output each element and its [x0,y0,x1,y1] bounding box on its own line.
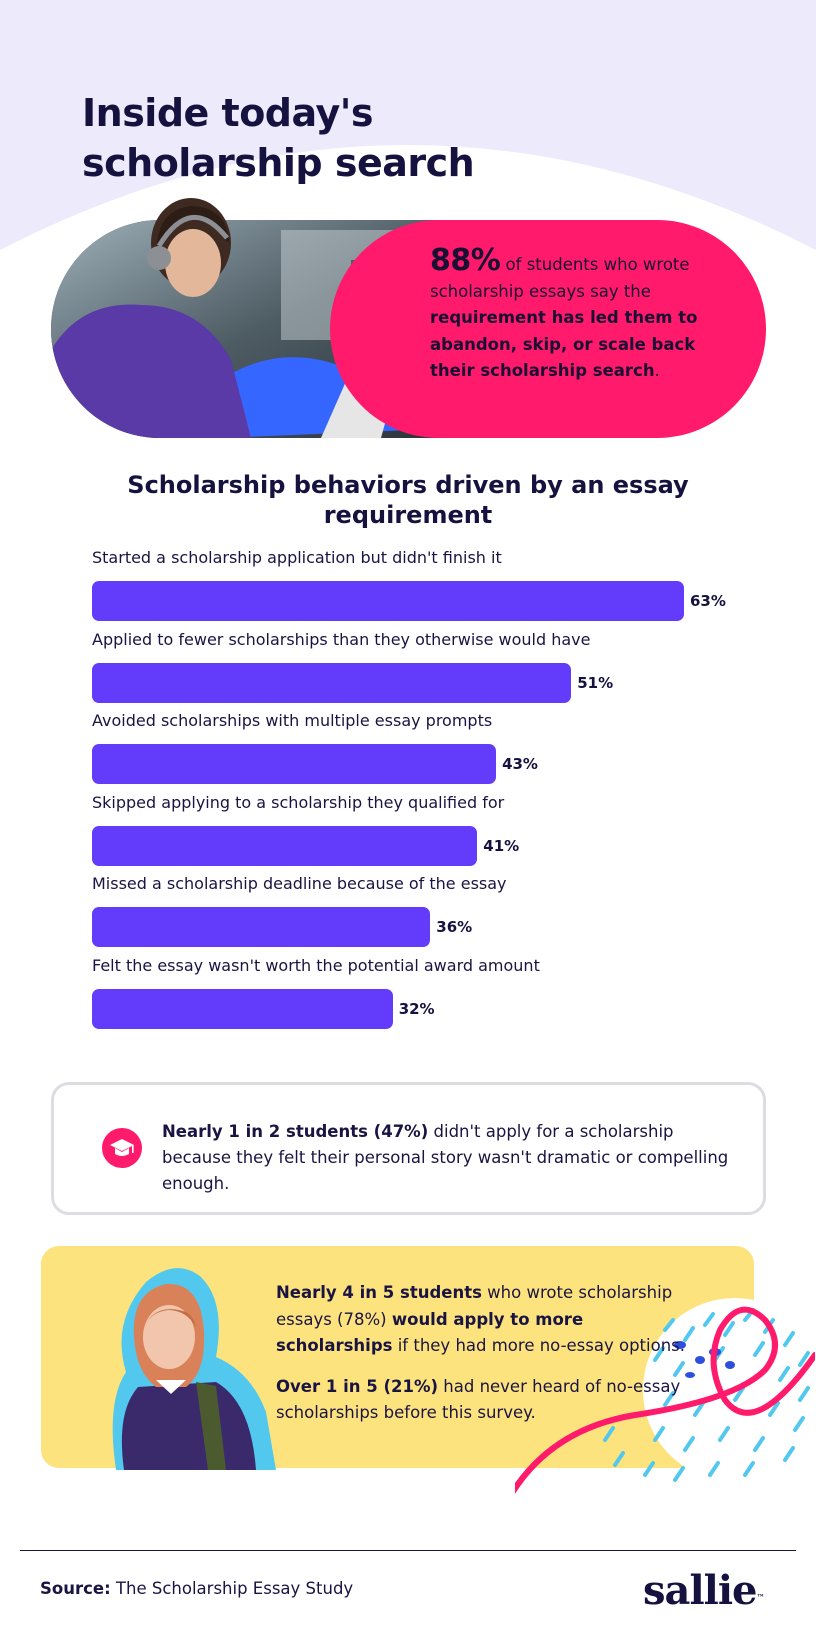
highlight-body: had never heard of no-essay scholarships… [276,1376,681,1423]
bar [92,662,572,703]
bar-category-label: Missed a scholarship deadline because of… [92,874,507,893]
bar-value-label: 41% [483,836,520,855]
bar-value-label: 51% [577,673,614,692]
hero-section: 88% of students who wrote scholarship es… [51,198,766,438]
bar-row: Started a scholarship application but di… [92,548,772,628]
callout-text: Nearly 1 in 2 students (47%) didn't appl… [162,1119,742,1197]
highlight-body: if they had more no-essay options. [392,1336,686,1355]
highlight-bold: Over 1 in 5 (21%) [276,1376,439,1396]
bar [92,581,684,621]
highlight-text: Nearly 4 in 5 students who wrote scholar… [276,1280,696,1441]
bar-category-label: Felt the essay wasn't worth the potentia… [92,955,540,975]
bar-row: Felt the essay wasn't worth the potentia… [92,956,772,1036]
callout-bold: Nearly 1 in 2 students (47%) [162,1122,429,1141]
bar-value-label: 32% [398,999,435,1018]
bar-row: Skipped applying to a scholarship they q… [92,793,772,873]
bar [92,988,393,1029]
hero-stat-value: 88% [430,243,501,278]
bar [92,744,497,784]
highlight-bold: would apply to more scholarships [276,1309,584,1356]
hero-stat-pill: 88% of students who wrote scholarship es… [330,220,766,438]
callout-body: didn't apply for a scholarship because t… [162,1122,729,1193]
hero-text-bold: requirement has led them to abandon, ski… [430,308,698,380]
graduation-cap-icon [102,1128,142,1168]
bar-category-label: Skipped applying to a scholarship they q… [92,792,505,812]
bar [92,907,431,947]
logo-trademark: ™ [756,1592,764,1602]
source-citation: Source: The Scholarship Essay Study [40,1577,353,1601]
hero-stat-text: 88% of students who wrote scholarship es… [430,246,705,385]
bar-value-label: 43% [502,755,538,773]
highlight-paragraph-2: Over 1 in 5 (21%) had never heard of no-… [276,1374,696,1427]
bar-value-label: 36% [436,918,473,936]
highlight-paragraph-1: Nearly 4 in 5 students who wrote scholar… [276,1280,696,1360]
header-background [0,0,816,300]
bar [92,825,478,866]
highlight-body: who wrote scholarship essays (78%) [276,1283,673,1329]
bar-value-label: 63% [690,592,726,610]
chart-title: Scholarship behaviors driven by an essay… [127,471,689,529]
sallie-logo: sallie™ [643,1567,764,1614]
bar-category-label: Applied to fewer scholarships than they … [92,629,591,649]
bar-row: Missed a scholarship deadline because of… [92,874,772,954]
hero-text-end: . [654,361,660,380]
hero-text-part: of students who wrote scholarship essays… [430,255,690,301]
bar-row: Avoided scholarships with multiple essay… [92,711,772,791]
stat-callout-box: Nearly 1 in 2 students (47%) didn't appl… [51,1082,766,1215]
bar-category-label: Avoided scholarships with multiple essay… [92,711,493,730]
decorative-ribbon-graphic [515,1298,815,1494]
student-girl-illustration [112,1268,276,1470]
highlight-bold: Nearly 4 in 5 students [276,1283,482,1302]
student-head-illustration [147,198,231,297]
bar-chart: Started a scholarship application but di… [92,548,772,1038]
bar-category-label: Started a scholarship application but di… [92,548,502,567]
logo-text: sallie [643,1567,757,1614]
source-text: The Scholarship Essay Study [110,1579,354,1598]
bar-row: Applied to fewer scholarships than they … [92,630,772,710]
source-label: Source: [40,1579,111,1598]
footer-divider [20,1550,796,1551]
page-title: Inside today's scholarship search [82,91,475,185]
